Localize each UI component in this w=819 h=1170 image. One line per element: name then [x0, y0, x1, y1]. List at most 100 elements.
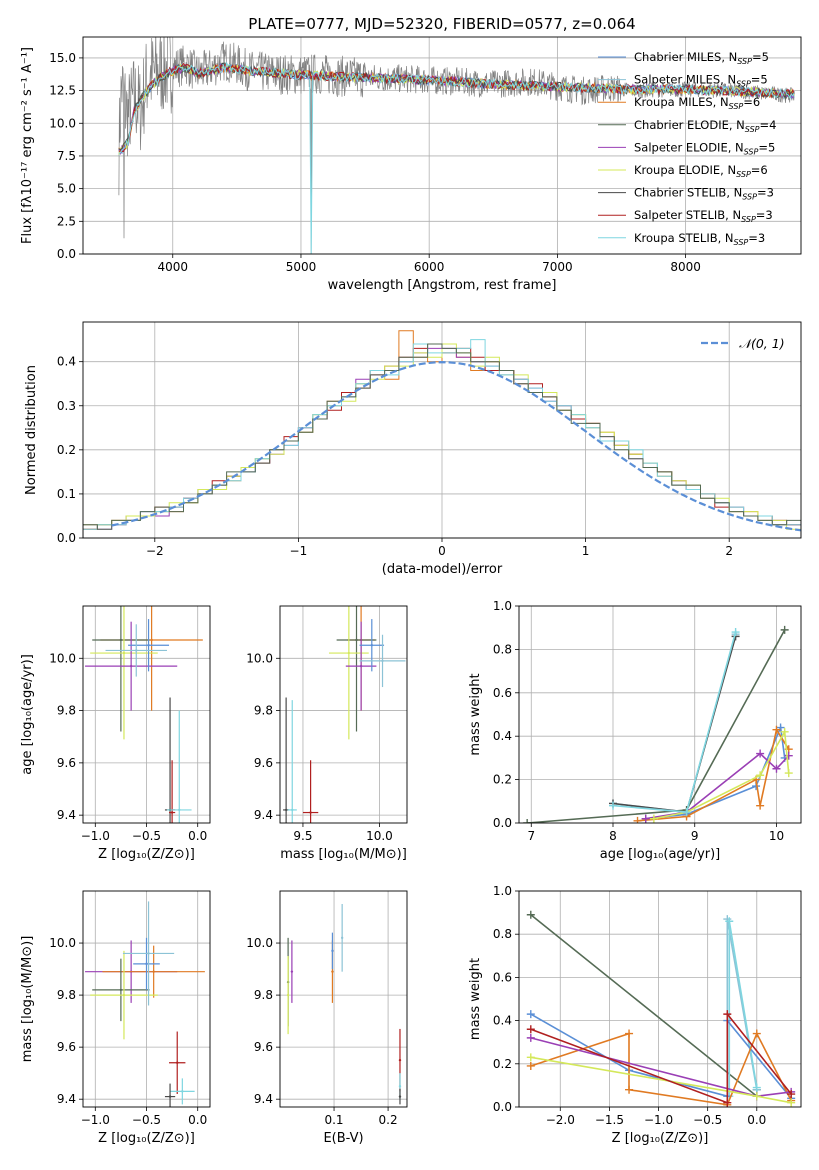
y-tick-label: 0.8 — [493, 642, 512, 656]
error-bar-center — [145, 962, 148, 966]
mass-weight-marker — [649, 814, 658, 823]
y-tick-label: 0.1 — [57, 487, 76, 501]
legend-entry-label: Salpeter ELODIE, NSSP=5 — [634, 140, 775, 156]
plot-area — [523, 625, 793, 823]
x-axis-label: mass [log₁₀(M/M⊙)] — [280, 847, 407, 862]
mass-weight-line — [530, 1031, 792, 1106]
legend-subscript: SSP — [734, 238, 749, 247]
y-tick-label: 1.0 — [493, 884, 512, 898]
mass-weight-marker — [625, 1029, 634, 1038]
plot-area — [283, 606, 406, 823]
mass-weight-marker — [682, 808, 691, 817]
x-axis-label: wavelength [Angstrom, rest frame] — [328, 278, 557, 293]
y-axis-label: mass weight — [468, 958, 483, 1040]
x-tick-label: 0 — [438, 544, 446, 558]
x-tick-label: −1.0 — [81, 1113, 110, 1127]
y-tick-label: 0.0 — [493, 816, 512, 830]
mass-vs-metallicity-panel: −1.0 −0.5 0.0 9.4 9.6 9.8 10.0 Z [log₁₀(Z/Z⊙)] m… — [20, 890, 211, 1146]
y-tick-label: 9.8 — [57, 704, 76, 718]
mass-weight-marker — [787, 1090, 796, 1099]
error-bar-center — [147, 644, 150, 647]
x-tick-label: −0.5 — [693, 1113, 722, 1127]
y-tick-label: 0.3 — [57, 399, 76, 413]
x-tick-label: 8 — [609, 829, 617, 843]
mass-weight-marker — [725, 917, 734, 926]
mass-vs-extinction-panel: 0.1 0.2 9.4 9.6 9.8 10.0 E(B-V) — [246, 890, 408, 1146]
mass-weight-line — [612, 631, 737, 813]
y-tick-label: 2.5 — [57, 214, 76, 228]
x-axis-label: Z [log₁₀(Z/Z⊙)] — [98, 847, 195, 862]
y-tick-label: 9.6 — [57, 1040, 76, 1054]
mass-weight-marker — [633, 816, 642, 823]
x-tick-label: 10.0 — [366, 829, 393, 843]
mass-weight-marker — [752, 1083, 761, 1092]
mass-weight-marker — [787, 1098, 796, 1107]
plot-area — [526, 910, 796, 1107]
x-tick-label: 5000 — [286, 260, 317, 274]
axes-frame — [518, 605, 802, 824]
legend-subscript: SSP — [736, 170, 751, 179]
x-tick-label: 0.0 — [747, 1113, 766, 1127]
legend-nssp: =6 — [751, 163, 768, 177]
mass-weight-marker — [756, 801, 765, 810]
y-tick-label: 0.8 — [493, 927, 512, 941]
plot-area — [286, 904, 402, 1105]
error-bar-center — [147, 952, 150, 955]
x-tick-label: 1 — [582, 544, 590, 558]
error-bar-center — [398, 1084, 402, 1088]
plot-area — [85, 606, 203, 823]
x-tick-label: 4000 — [157, 260, 188, 274]
mass-weight-marker — [526, 1053, 535, 1062]
error-bar-center — [122, 993, 126, 997]
error-bar-center — [290, 970, 294, 973]
legend-subscript: SSP — [736, 80, 751, 89]
y-tick-label: 0.2 — [493, 1057, 512, 1071]
legend-entry-label: Salpeter STELIB, NSSP=3 — [634, 208, 773, 224]
legend-subscript: SSP — [744, 147, 759, 156]
x-tick-label: 7000 — [542, 260, 573, 274]
y-tick-label: 9.4 — [254, 808, 273, 822]
y-tick-label: 0.0 — [493, 1100, 512, 1114]
legend-name: Chabrier MILES, N — [634, 50, 737, 64]
age-vs-mass-panel: 9.5 10.0 9.4 9.6 9.8 10.0 mass [log₁₀(M/M⊙)] — [246, 605, 408, 862]
error-bar-center — [168, 1095, 172, 1098]
x-tick-label: 0.1 — [324, 1113, 343, 1127]
y-tick-label: 9.4 — [57, 808, 76, 822]
y-tick-label: 9.4 — [254, 1092, 273, 1106]
mass-weight-marker — [526, 1025, 535, 1034]
error-bar-center — [291, 808, 294, 812]
legend-nssp: =5 — [751, 73, 768, 87]
legend-name: Kroupa ELODIE, N — [634, 163, 736, 177]
x-axis-label: Z [log₁₀(Z/Z⊙)] — [612, 1131, 709, 1146]
legend-name: Salpeter ELODIE, N — [634, 140, 744, 154]
error-bar-center — [135, 649, 138, 652]
error-bar-center — [331, 949, 334, 953]
mass-weight-vs-metallicity-panel: −2.0 −1.5 −1.0 −0.5 0.0 0.0 0.2 0.4 0.6 0.8 1.0 Z [… — [468, 884, 802, 1146]
axes-frame — [279, 605, 408, 824]
mass-weight-marker — [752, 1092, 761, 1101]
error-bar-center — [150, 638, 153, 642]
error-bar-center — [347, 651, 351, 655]
y-tick-label: 1.0 — [493, 599, 512, 613]
legend-name: Salpeter STELIB, N — [634, 208, 741, 222]
legend-entry-label: Kroupa ELODIE, NSSP=6 — [634, 163, 768, 179]
x-tick-label: −1.0 — [644, 1113, 673, 1127]
y-tick-label: 9.8 — [254, 988, 273, 1002]
x-tick-label: −1.0 — [81, 829, 110, 843]
legend-entry-label: Chabrier ELODIE, NSSP=4 — [634, 118, 776, 134]
legend-entry-label: Salpeter MILES, NSSP=5 — [634, 73, 768, 89]
y-tick-label: 9.4 — [57, 1092, 76, 1106]
x-tick-label: 6000 — [414, 260, 445, 274]
mass-weight-line — [637, 727, 790, 822]
mass-weight-marker — [772, 725, 781, 734]
plot-area — [83, 330, 801, 538]
x-tick-label: −2.0 — [546, 1113, 575, 1127]
plot-area — [85, 901, 205, 1107]
error-bar-center — [309, 811, 312, 814]
mass-weight-marker — [756, 771, 765, 780]
error-bar-center — [119, 638, 123, 642]
y-tick-label: 10.0 — [246, 936, 273, 950]
y-tick-label: 5.0 — [57, 182, 76, 196]
error-bar-center — [178, 808, 181, 812]
mass-weight-marker — [526, 1061, 535, 1070]
